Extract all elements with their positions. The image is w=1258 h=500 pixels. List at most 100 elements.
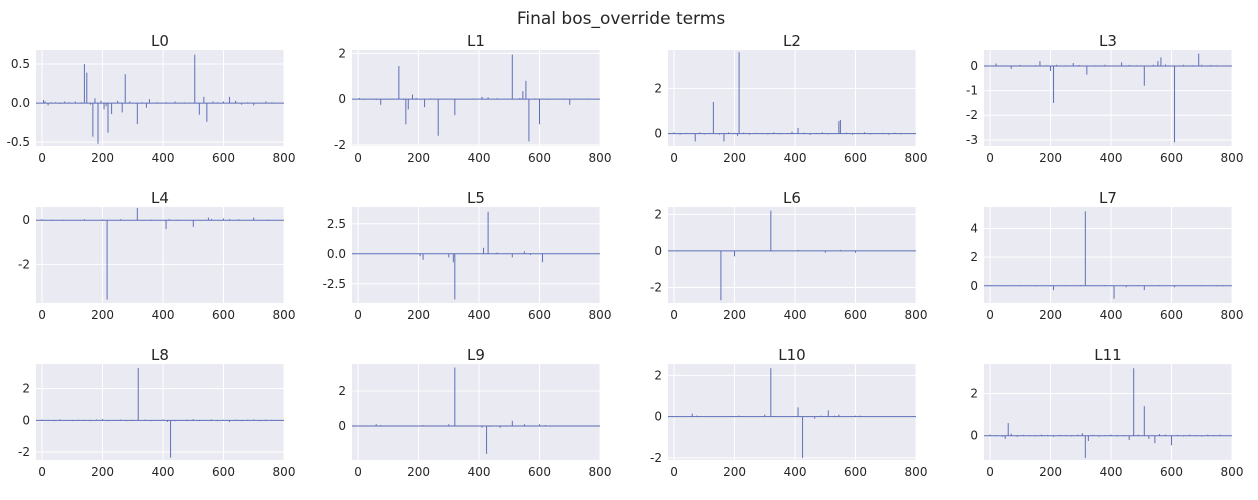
bar <box>802 416 804 458</box>
bar <box>1143 285 1145 291</box>
y-tick-label: -2 <box>650 280 662 294</box>
x-tick-label: 200 <box>1039 151 1062 165</box>
y-tick-label: 0 <box>338 92 346 106</box>
bar <box>1121 62 1123 66</box>
bar <box>102 419 104 421</box>
bar <box>212 101 214 104</box>
bar <box>454 367 456 426</box>
axes-background <box>984 364 1232 460</box>
x-tick-label: 200 <box>407 308 430 322</box>
bar <box>511 54 513 100</box>
bar <box>100 100 102 104</box>
y-tick-label: 2 <box>22 382 30 396</box>
y-tick-label: -1 <box>966 84 978 98</box>
bar <box>448 424 450 426</box>
y-tick-label: -0.5 <box>7 135 30 149</box>
x-tick-label: 200 <box>407 465 430 479</box>
x-tick-label: 0 <box>354 465 362 479</box>
bar <box>241 103 243 105</box>
axes-background <box>668 364 916 460</box>
y-tick-label: 2 <box>970 387 978 401</box>
bar <box>809 133 811 135</box>
subplot-title: L4 <box>151 189 169 207</box>
x-tick-label: 0 <box>38 465 46 479</box>
bar <box>1007 423 1009 436</box>
bar <box>103 103 105 110</box>
x-tick-label: 800 <box>1221 151 1244 165</box>
subplot-title: L3 <box>1099 32 1117 50</box>
x-tick-label: 600 <box>528 465 551 479</box>
bar <box>1110 434 1112 436</box>
bar <box>673 132 675 134</box>
bar <box>1053 285 1055 291</box>
bar <box>1087 435 1089 442</box>
axes-background <box>36 50 284 146</box>
x-tick-label: 400 <box>152 308 175 322</box>
bar <box>1189 434 1191 436</box>
bar <box>121 103 123 113</box>
bar <box>1113 285 1115 299</box>
bar <box>359 98 361 100</box>
bar <box>1084 211 1086 286</box>
bar <box>539 424 540 426</box>
bar <box>1133 368 1135 436</box>
bar <box>136 208 138 221</box>
bar <box>481 425 483 428</box>
y-tick-label: 0 <box>970 429 978 443</box>
bar <box>148 99 150 104</box>
bar <box>1164 434 1166 436</box>
y-tick-label: 2 <box>338 384 346 398</box>
bar <box>770 368 772 417</box>
bar <box>452 253 454 263</box>
bar <box>194 54 196 104</box>
x-tick-label: 0 <box>354 308 362 322</box>
bar <box>694 133 696 142</box>
bar <box>136 103 138 125</box>
subplot-L7: 0 200 400 600 800 0 2 4 L7 <box>970 189 1243 322</box>
subplot-L8: 0 200 400 600 800 -2 0 2 L8 <box>18 346 295 479</box>
bar <box>89 103 91 105</box>
x-tick-label: 0 <box>986 465 994 479</box>
x-tick-label: 0 <box>670 308 678 322</box>
subplot-title: L8 <box>151 346 169 364</box>
bar <box>791 131 793 134</box>
x-tick-label: 200 <box>1039 465 1062 479</box>
bar <box>1143 406 1145 436</box>
bar <box>519 98 521 100</box>
bar <box>415 98 417 100</box>
bar <box>679 133 681 135</box>
x-tick-label: 0 <box>354 151 362 165</box>
bar <box>539 99 540 125</box>
y-tick-label: 2 <box>654 81 662 95</box>
bar <box>168 219 170 221</box>
x-tick-label: 800 <box>905 465 928 479</box>
bar <box>749 133 751 135</box>
x-tick-label: 400 <box>152 465 175 479</box>
x-tick-label: 600 <box>528 151 551 165</box>
subplot-title: L9 <box>467 346 485 364</box>
bar <box>137 367 139 421</box>
bar <box>1201 64 1203 66</box>
y-tick-label: 2.5 <box>327 217 346 231</box>
x-tick-label: 600 <box>212 465 235 479</box>
bar <box>94 98 96 104</box>
bar <box>1152 64 1154 66</box>
bar <box>375 424 377 426</box>
x-tick-label: 800 <box>1221 308 1244 322</box>
y-tick-label: -2 <box>966 108 978 122</box>
bar <box>424 99 426 108</box>
bar <box>64 101 66 104</box>
bar <box>44 101 46 104</box>
bar <box>814 416 816 419</box>
x-tick-label: 400 <box>152 151 175 165</box>
axes-background <box>36 364 284 460</box>
subplot-L5: 0 200 400 600 800 -2.5 0.0 2.5 L5 <box>323 189 612 322</box>
subplot-L4: 0 200 400 600 800 -2 0 L4 <box>18 189 295 322</box>
axes-background <box>668 50 916 146</box>
x-tick-label: 800 <box>905 308 928 322</box>
bar <box>839 120 841 134</box>
figure-suptitle: Final bos_override terms <box>517 9 725 29</box>
bar <box>734 250 736 257</box>
bar <box>1086 66 1088 75</box>
